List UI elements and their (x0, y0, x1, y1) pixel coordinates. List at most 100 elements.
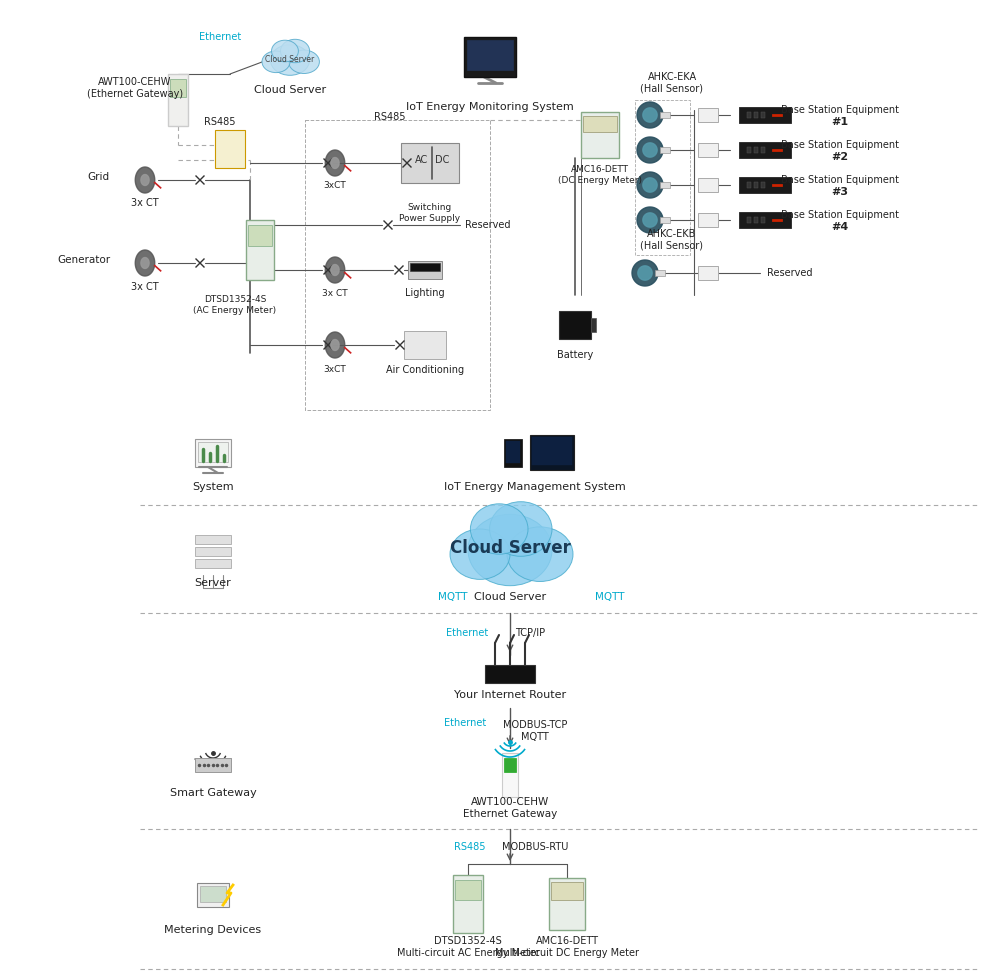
Polygon shape (637, 207, 663, 233)
Bar (170, 79, 186, 97)
Text: AHKC-EKB
(Hall Sensor): AHKC-EKB (Hall Sensor) (640, 230, 704, 251)
Text: 3xCT: 3xCT (324, 364, 346, 373)
Text: Generator: Generator (57, 255, 110, 265)
Bar (453, 875, 483, 933)
Polygon shape (637, 102, 663, 128)
Text: Base Station Equipment: Base Station Equipment (781, 105, 899, 115)
Bar (739, 177, 791, 193)
Bar (754, 147, 758, 153)
Text: Cloud Server: Cloud Server (265, 56, 315, 64)
Text: #1: #1 (831, 117, 849, 127)
Bar (200, 886, 226, 902)
Bar (467, 40, 513, 70)
Bar (581, 112, 619, 158)
Text: #2: #2 (831, 152, 849, 162)
Polygon shape (331, 265, 339, 276)
Bar (215, 130, 245, 168)
Ellipse shape (270, 45, 310, 75)
Bar (551, 882, 583, 900)
Text: IoT Energy Management System: IoT Energy Management System (444, 482, 626, 492)
Bar (660, 182, 670, 189)
Bar (530, 435, 574, 470)
Text: Lighting: Lighting (405, 288, 445, 298)
Text: MQTT: MQTT (438, 592, 468, 602)
Bar (583, 116, 617, 132)
Text: 3x CT: 3x CT (131, 198, 159, 208)
Bar (747, 112, 751, 118)
Polygon shape (325, 150, 345, 176)
Bar (195, 758, 231, 772)
Ellipse shape (470, 504, 528, 554)
Polygon shape (643, 143, 657, 157)
Ellipse shape (507, 527, 573, 581)
Bar (168, 74, 188, 126)
Bar (660, 111, 670, 118)
Text: Air Conditioning: Air Conditioning (386, 365, 464, 375)
Text: Ethernet: Ethernet (446, 628, 488, 638)
Bar (761, 182, 765, 188)
Text: AWT100-CEHW
(Ethernet Gateway): AWT100-CEHW (Ethernet Gateway) (87, 77, 183, 99)
Text: Reserved: Reserved (465, 220, 511, 230)
Bar (504, 439, 522, 467)
Bar (559, 311, 591, 339)
Bar (532, 437, 572, 465)
Text: 3x CT: 3x CT (131, 282, 159, 292)
Bar (761, 217, 765, 223)
Bar (195, 535, 231, 544)
Text: Ethernet: Ethernet (199, 32, 241, 42)
Text: AMC16-DETT
(DC Energy Meter): AMC16-DETT (DC Energy Meter) (558, 165, 642, 185)
Bar (747, 217, 751, 223)
Polygon shape (637, 137, 663, 163)
Bar (549, 878, 585, 930)
Text: MODBUS-RTU: MODBUS-RTU (502, 842, 568, 852)
Ellipse shape (490, 502, 552, 556)
Bar (698, 213, 718, 227)
Bar (464, 37, 516, 77)
Polygon shape (331, 340, 339, 351)
Ellipse shape (468, 514, 552, 585)
Text: Base Station Equipment: Base Station Equipment (781, 210, 899, 220)
Text: Ethernet: Ethernet (444, 718, 486, 728)
Polygon shape (632, 260, 658, 286)
Bar (655, 270, 664, 276)
Polygon shape (325, 332, 345, 358)
Text: DTSD1352-4S
(AC Energy Meter): DTSD1352-4S (AC Energy Meter) (193, 295, 277, 315)
Bar (761, 147, 765, 153)
Polygon shape (325, 257, 345, 283)
Text: Switching
Power Supply: Switching Power Supply (399, 203, 461, 223)
Text: AC: AC (415, 155, 429, 165)
Text: Cloud Server: Cloud Server (474, 592, 546, 602)
Text: MQTT: MQTT (595, 592, 625, 602)
Text: DTSD1352-4S
Multi-circuit AC Energy Meter: DTSD1352-4S Multi-circuit AC Energy Mete… (397, 936, 539, 957)
Text: Base Station Equipment: Base Station Equipment (781, 140, 899, 150)
Bar (739, 212, 791, 228)
Bar (698, 143, 718, 157)
Bar (660, 217, 670, 224)
Bar (485, 665, 535, 683)
Text: MQTT: MQTT (521, 732, 549, 742)
Bar (698, 178, 718, 192)
Text: Metering Devices: Metering Devices (164, 925, 262, 935)
Polygon shape (637, 172, 663, 198)
Ellipse shape (262, 51, 290, 72)
Bar (504, 758, 516, 772)
Text: TCP/IP: TCP/IP (515, 628, 545, 638)
Ellipse shape (280, 39, 310, 63)
Text: RS485: RS485 (204, 117, 236, 127)
Text: Grid: Grid (88, 172, 110, 182)
Polygon shape (643, 213, 657, 227)
Text: IoT Energy Monitoring System: IoT Energy Monitoring System (406, 102, 574, 112)
Bar (502, 753, 518, 797)
Bar (195, 547, 231, 556)
Bar (761, 112, 765, 118)
Bar (248, 225, 272, 246)
Bar (635, 100, 690, 255)
Polygon shape (141, 175, 149, 186)
Polygon shape (331, 157, 339, 168)
Bar (754, 217, 758, 223)
Ellipse shape (450, 529, 510, 579)
Polygon shape (135, 250, 155, 276)
Bar (198, 442, 228, 462)
Bar (747, 147, 751, 153)
Text: Reserved: Reserved (767, 268, 813, 278)
